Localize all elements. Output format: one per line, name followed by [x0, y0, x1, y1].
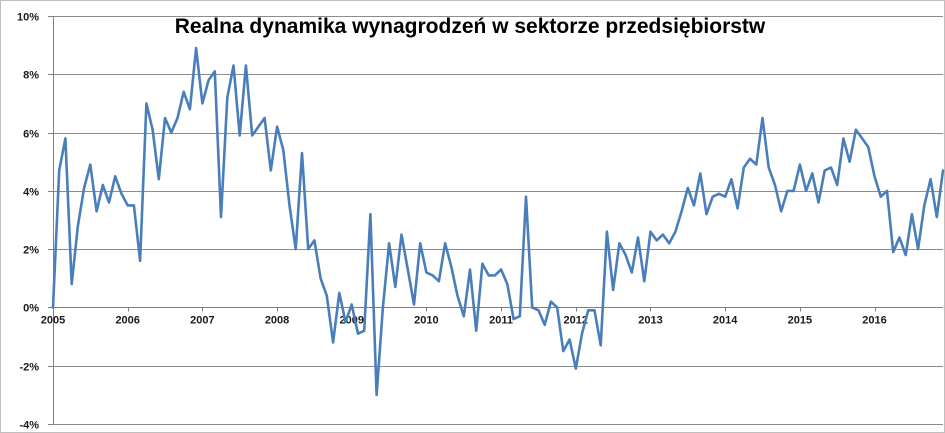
y-axis-tick-labels: 10% 8% 6% 4% 2% 0% -2% -4% [17, 12, 39, 432]
y-tick-label: 2% [23, 245, 39, 257]
y-tick-label: -2% [19, 362, 39, 374]
axes [48, 16, 943, 425]
series-line [51, 46, 945, 397]
x-axis-tick-labels: 2005 2006 2007 2008 2009 2010 2011 2012 2013 2014… [41, 315, 887, 327]
x-tick-label: 2005 [41, 315, 65, 327]
x-tick-label: 2010 [414, 315, 438, 327]
series [51, 46, 945, 397]
x-tick-label: 2015 [788, 315, 812, 327]
x-tick-label: 2012 [564, 315, 588, 327]
y-tick-label: -4% [19, 420, 39, 432]
y-tick-label: 10% [17, 12, 39, 24]
chart-title: Realna dynamika wynagrodzeń w sektorze p… [175, 15, 766, 38]
x-tick-label: 2008 [265, 315, 289, 327]
y-tick-label: 0% [23, 303, 39, 315]
y-tick-label: 6% [23, 129, 39, 141]
x-tick-label: 2011 [489, 315, 513, 327]
y-tick-label: 8% [23, 70, 39, 82]
x-tick-label: 2013 [638, 315, 662, 327]
gridlines [53, 16, 943, 425]
y-tick-label: 4% [23, 187, 39, 199]
x-tick-label: 2006 [115, 315, 139, 327]
x-tick-label: 2007 [190, 315, 214, 327]
x-tick-label: 2014 [713, 315, 738, 327]
x-tick-label: 2016 [862, 315, 886, 327]
